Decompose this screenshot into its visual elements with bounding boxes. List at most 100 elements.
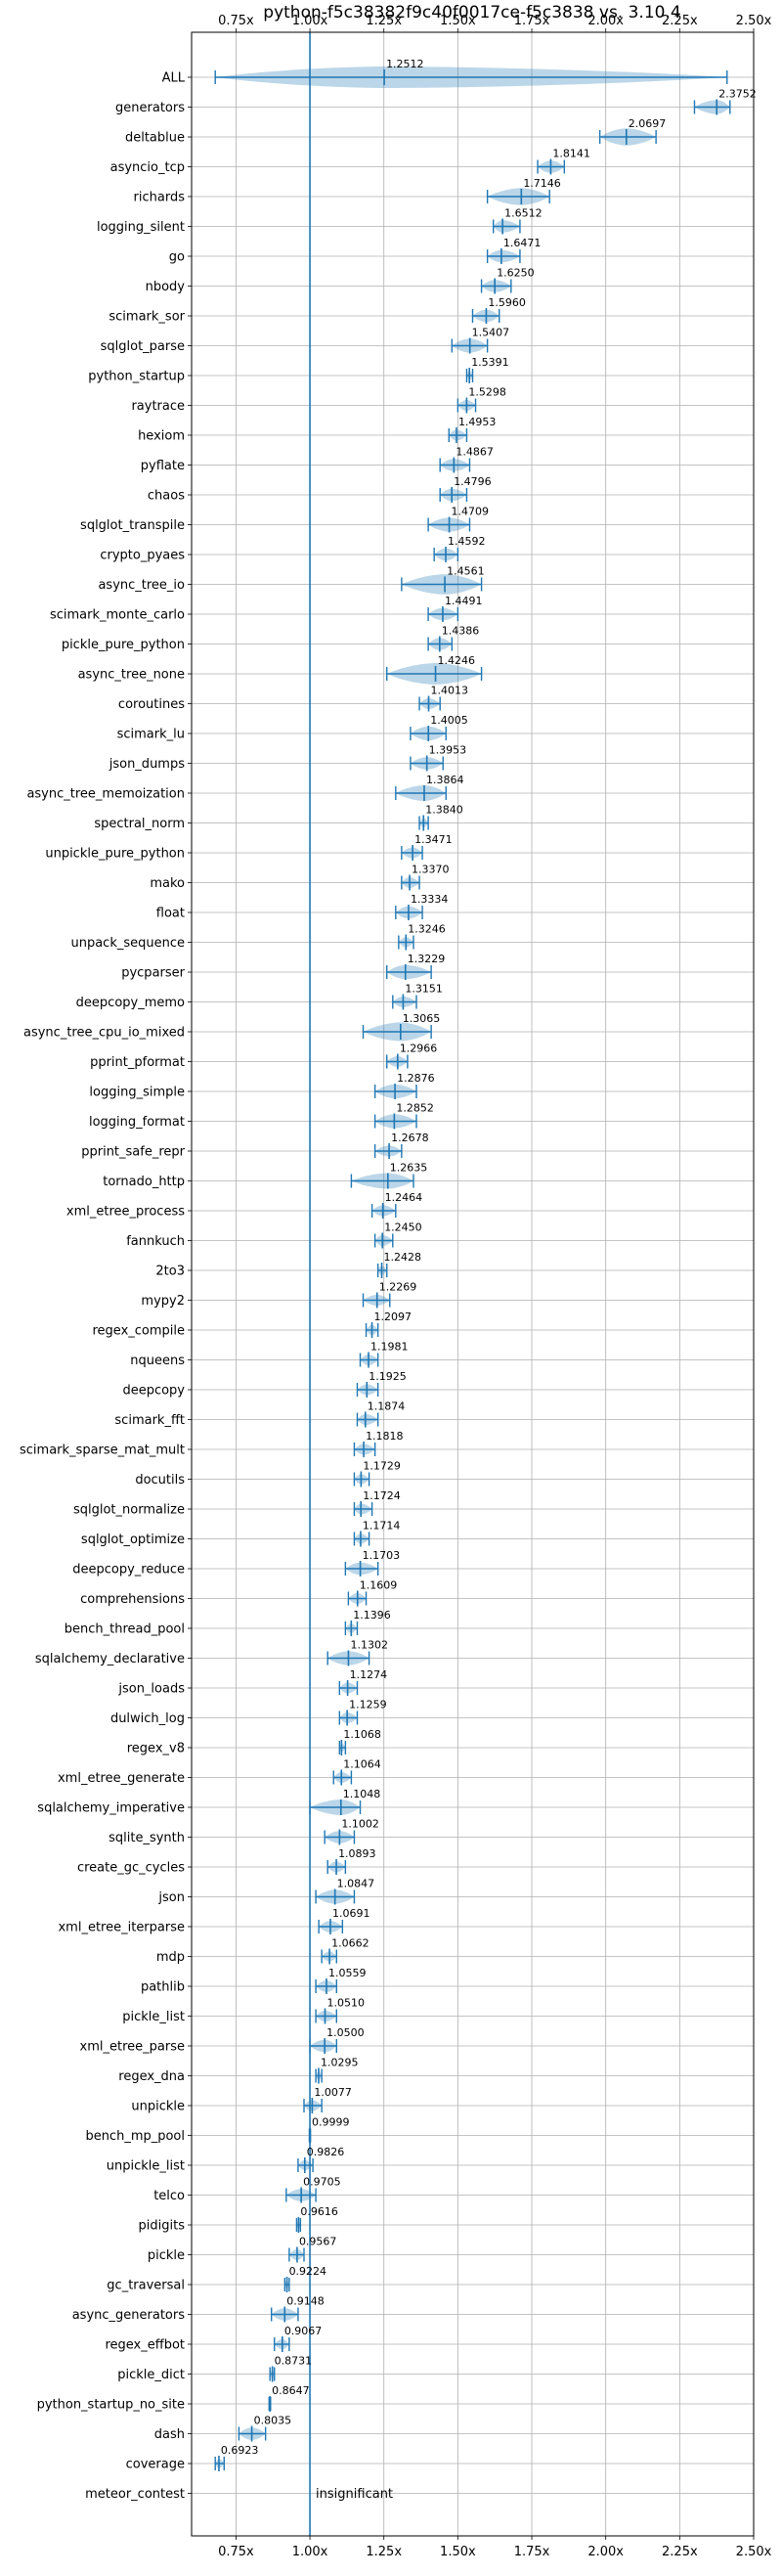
value-label: 1.1002 <box>341 1818 379 1831</box>
value-label: 1.0847 <box>337 1878 375 1890</box>
benchmark-label: sqlglot_transpile <box>80 518 185 533</box>
value-label: 1.2678 <box>391 1132 429 1144</box>
x-tick-label-bottom: 2.00x <box>587 2545 624 2559</box>
benchmark-label: mypy2 <box>141 1294 185 1309</box>
value-label: 1.2269 <box>379 1281 417 1294</box>
x-tick-label-top: 1.75x <box>514 14 550 28</box>
benchmark-label: regex_effbot <box>105 2338 185 2353</box>
value-label: 1.0691 <box>332 1907 370 1920</box>
x-tick-label-top: 1.00x <box>292 14 328 28</box>
value-label: 1.1714 <box>363 1520 401 1532</box>
benchmark-label: scimark_sor <box>109 310 185 325</box>
value-label: 0.8035 <box>254 2415 292 2427</box>
value-label: 1.1818 <box>366 1430 404 1443</box>
x-tick-label-bottom: 1.00x <box>292 2545 328 2559</box>
benchmark-label: generators <box>115 101 185 115</box>
benchmark-label: pprint_safe_repr <box>81 1145 185 1160</box>
benchmark-label: regex_v8 <box>127 1742 185 1756</box>
benchmark-label: unpickle_pure_python <box>45 847 185 862</box>
x-tick-label-top: 1.25x <box>366 14 402 28</box>
value-label: 1.4246 <box>438 654 476 667</box>
benchmark-label: xml_etree_iterparse <box>58 1921 185 1935</box>
benchmark-label: async_tree_memoization <box>26 787 185 802</box>
insignificant-annotation: insignificant <box>316 2487 393 2502</box>
benchmark-label: scimark_lu <box>117 728 185 742</box>
value-label: 1.3471 <box>414 833 453 846</box>
grid-layer <box>192 32 755 2536</box>
benchmark-label: asyncio_tcp <box>110 160 185 175</box>
benchmark-label: regex_compile <box>92 1324 185 1339</box>
benchmark-label: 2to3 <box>155 1265 185 1279</box>
x-tick-label-bottom: 1.25x <box>366 2545 402 2559</box>
value-label: 1.0510 <box>326 1997 365 2010</box>
value-label: 1.6512 <box>504 207 543 220</box>
benchmark-label: sqlglot_normalize <box>73 1503 185 1518</box>
value-label: 0.9705 <box>303 2176 341 2189</box>
x-tick-label-bottom: 2.50x <box>736 2545 772 2559</box>
benchmark-label: async_generators <box>72 2308 186 2323</box>
benchmark-label: comprehensions <box>80 1592 185 1607</box>
benchmark-label: logging_format <box>89 1115 185 1130</box>
benchmark-label: meteor_contest <box>85 2487 185 2502</box>
benchmark-label: richards <box>134 191 186 205</box>
benchmark-label: json <box>157 1890 185 1905</box>
x-tick-label-top: 1.50x <box>440 14 476 28</box>
x-tick-label-bottom: 0.75x <box>218 2545 254 2559</box>
benchmark-label: fannkuch <box>126 1234 185 1249</box>
benchmark-label: deepcopy_memo <box>76 996 185 1010</box>
value-label: 1.5391 <box>471 356 508 369</box>
value-label: 1.1724 <box>363 1489 401 1502</box>
x-tick-label-bottom: 1.75x <box>514 2545 550 2559</box>
benchmark-label: docutils <box>135 1473 185 1488</box>
value-label: 1.2097 <box>374 1310 413 1323</box>
value-label: 1.3246 <box>408 923 446 936</box>
benchmark-label: pickle <box>148 2248 185 2263</box>
benchmark-label: nqueens <box>130 1354 185 1368</box>
value-label: 2.3752 <box>718 88 757 101</box>
benchmark-label: telco <box>153 2189 185 2203</box>
benchmark-label: float <box>156 907 185 921</box>
value-label: 0.9616 <box>300 2205 338 2218</box>
value-label: 1.6250 <box>497 267 535 280</box>
value-label: 1.3334 <box>411 893 449 906</box>
value-label: 1.1302 <box>350 1639 388 1652</box>
value-label: 1.5298 <box>468 386 506 399</box>
plot-layer: 1.2512 2.3752 2.0697 1.8141 1.7146 1.6512 1.64… <box>214 32 757 2536</box>
axis-layer: 0.75x 0.75x 1.00x 1.00x 1.25x 1.25x 1.50x 1.50x… <box>20 14 772 2559</box>
benchmark-label: bench_thread_pool <box>65 1622 185 1637</box>
value-label: 1.5407 <box>472 327 510 339</box>
value-label: 0.8647 <box>272 2384 310 2397</box>
benchmark-label: ALL <box>162 71 186 86</box>
benchmark-label: python_startup_no_site <box>37 2398 185 2413</box>
value-label: 1.4005 <box>430 714 468 727</box>
benchmark-label: dash <box>154 2427 185 2442</box>
benchmark-label: async_tree_cpu_io_mixed <box>23 1026 185 1041</box>
value-label: 1.1274 <box>350 1668 388 1681</box>
x-tick-label-top: 2.50x <box>736 14 772 28</box>
benchmark-label: logging_silent <box>97 220 185 235</box>
value-label: 1.2428 <box>384 1251 422 1264</box>
benchmark-label: coverage <box>126 2458 185 2472</box>
value-label: 1.8141 <box>552 148 590 160</box>
benchmark-label: chaos <box>148 489 185 504</box>
value-label: 1.4386 <box>442 625 480 638</box>
value-label: 1.1048 <box>343 1788 381 1800</box>
value-label: 2.0697 <box>629 117 667 130</box>
x-tick-label-bottom: 1.50x <box>440 2545 476 2559</box>
value-label: 0.9067 <box>284 2325 323 2337</box>
benchmark-label: sqlite_synth <box>109 1831 185 1845</box>
benchmark-label: pathlib <box>141 1980 185 1995</box>
value-label: 1.4013 <box>430 685 468 697</box>
benchmark-label: regex_dna <box>118 2069 185 2084</box>
value-label: 1.3864 <box>426 774 464 786</box>
benchmark-label: pickle_dict <box>117 2368 185 2382</box>
benchmark-label: nbody <box>146 280 186 294</box>
value-label: 1.2450 <box>384 1221 422 1234</box>
value-label: 1.3151 <box>405 983 443 996</box>
benchmark-label: async_tree_none <box>78 668 185 683</box>
benchmark-label: json_loads <box>117 1682 185 1697</box>
value-label: 1.1925 <box>369 1370 407 1383</box>
benchmark-label: spectral_norm <box>94 817 185 831</box>
benchmark-label: async_tree_io <box>98 578 185 593</box>
